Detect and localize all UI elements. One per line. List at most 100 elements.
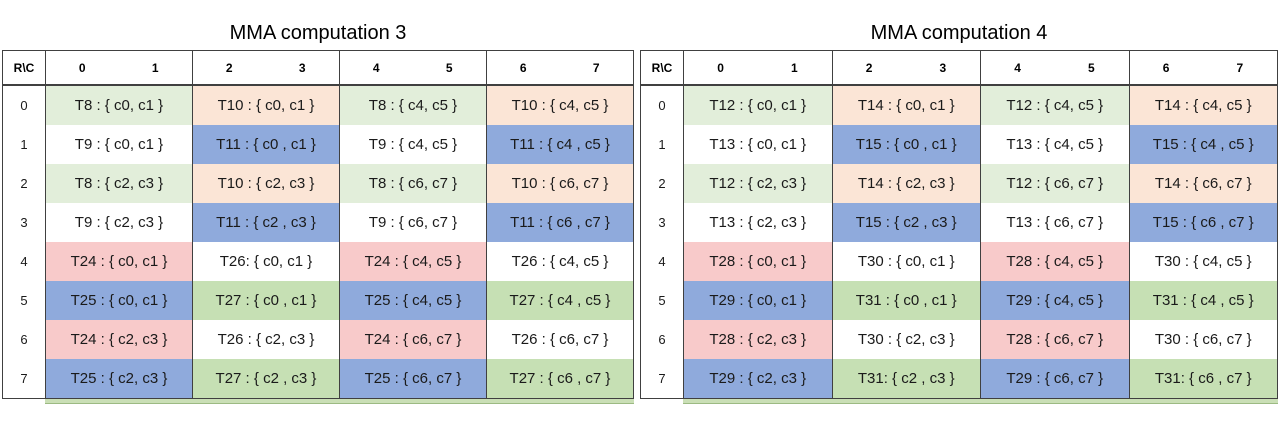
column-header: 1 [791, 60, 798, 75]
table-cell: T10 : { c4, c5 } [486, 86, 633, 125]
table-cell: T31 : { c4 , c5 } [1128, 281, 1277, 320]
table-cell: T30 : { c4, c5 } [1128, 242, 1277, 281]
row-label: 7 [3, 359, 45, 398]
table-row: 4 T28 : { c0, c1 } T30 : { c0, c1 } T28 : {… [641, 242, 1277, 281]
table-cell: T15 : { c0 , c1 } [831, 125, 980, 164]
table-cell: T28 : { c6, c7 } [980, 320, 1129, 359]
row-label: 0 [641, 86, 683, 125]
table-cell: T28 : { c4, c5 } [980, 242, 1129, 281]
column-header: 6 [1128, 51, 1203, 84]
column-header: 0 [45, 51, 119, 84]
table-cell: T9 : { c2, c3 } [45, 203, 192, 242]
row-label: 3 [3, 203, 45, 242]
row-label: 6 [3, 320, 45, 359]
table-cell: T27 : { c4 , c5 } [486, 281, 633, 320]
table-row: 5 T29 : { c0, c1 } T31 : { c0 , c1 } T29 : … [641, 281, 1277, 320]
column-header: 2 [831, 51, 906, 84]
column-header: 4 [980, 51, 1054, 84]
table-cell: T26 : { c4, c5 } [486, 242, 633, 281]
column-header: 2 [192, 51, 266, 84]
table-title: MMA computation 3 [229, 22, 407, 44]
table-grid: R\C 0 1 2 3 4 5 6 7 0 T8 : { c0, c1 } T10 : { c0, c… [2, 50, 634, 399]
table-grid: R\C 0 1 2 3 4 5 6 7 0 T12 : { c0, c1 } T14 : { c0, … [640, 50, 1278, 399]
table-cell: T9 : { c6, c7 } [339, 203, 486, 242]
table-cell: T14 : { c4, c5 } [1128, 86, 1277, 125]
table-cell: T12 : { c4, c5 } [980, 86, 1129, 125]
table-row: 2 T12 : { c2, c3 } T14 : { c2, c3 } T12 : {… [641, 164, 1277, 203]
table-row: 6 T24 : { c2, c3 } T26 : { c2, c3 } T24 : {… [3, 320, 633, 359]
table-cell: T10 : { c0, c1 } [192, 86, 339, 125]
table-cell: T31: { c2 , c3 } [831, 359, 980, 398]
row-label: 2 [3, 164, 45, 203]
column-header: 7 [592, 60, 600, 75]
table-cell: T11 : { c0 , c1 } [192, 125, 339, 164]
column-header: 5 [445, 60, 453, 75]
column-header: 0 [683, 51, 757, 84]
mma-computation-4-table: MMA computation 4 R\C 0 1 2 3 4 5 6 7 0 T12 : { c0… [640, 16, 1278, 404]
table-row: 0 T8 : { c0, c1 } T10 : { c0, c1 } T8 : { c… [3, 86, 633, 125]
table-row: 6 T28 : { c2, c3 } T30 : { c2, c3 } T28 : {… [641, 320, 1277, 359]
table-row: 4 T24 : { c0, c1 } T26: { c0, c1 } T24 : { … [3, 242, 633, 281]
table-cell: T26 : { c6, c7 } [486, 320, 633, 359]
table-cell: T30 : { c0, c1 } [831, 242, 980, 281]
table-cell: T31 : { c0 , c1 } [831, 281, 980, 320]
table-row: 0 T12 : { c0, c1 } T14 : { c0, c1 } T12 : {… [641, 86, 1277, 125]
table-cell: T25 : { c2, c3 } [45, 359, 192, 398]
column-header: 6 [486, 51, 560, 84]
table-row: 3 T13 : { c2, c3 } T15 : { c2 , c3 } T13 : … [641, 203, 1277, 242]
table-row: 2 T8 : { c2, c3 } T10 : { c2, c3 } T8 : { c… [3, 164, 633, 203]
table-cell: T12 : { c0, c1 } [683, 86, 832, 125]
table-cell: T25 : { c0, c1 } [45, 281, 192, 320]
column-header: 3 [298, 60, 306, 75]
row-label: 1 [641, 125, 683, 164]
table-cell: T25 : { c6, c7 } [339, 359, 486, 398]
row-label: 3 [641, 203, 683, 242]
table-cell: T13 : { c2, c3 } [683, 203, 832, 242]
table-cell: T15 : { c4 , c5 } [1128, 125, 1277, 164]
header-row: R\C 0 1 2 3 4 5 6 7 [641, 51, 1277, 86]
table-cell: T8 : { c2, c3 } [45, 164, 192, 203]
table-cell: T27 : { c0 , c1 } [192, 281, 339, 320]
row-label: 0 [3, 86, 45, 125]
row-label: 2 [641, 164, 683, 203]
table-cell: T8 : { c4, c5 } [339, 86, 486, 125]
table-row: 7 T29 : { c2, c3 } T31: { c2 , c3 } T29 : {… [641, 359, 1277, 398]
table-cell: T28 : { c2, c3 } [683, 320, 832, 359]
table-cell: T24 : { c2, c3 } [45, 320, 192, 359]
row-label: 6 [641, 320, 683, 359]
table-cell: T26: { c0, c1 } [192, 242, 339, 281]
column-header: 3 [939, 60, 947, 75]
table-cell: T31: { c6 , c7 } [1128, 359, 1277, 398]
table-cell: T29 : { c0, c1 } [683, 281, 832, 320]
column-header: 1 [151, 60, 159, 75]
table-cell: T15 : { c6 , c7 } [1128, 203, 1277, 242]
table-cell: T26 : { c2, c3 } [192, 320, 339, 359]
mma-computation-3-table: MMA computation 3 R\C 0 1 2 3 4 5 6 7 0 T8 : { c0,… [2, 16, 634, 404]
table-cell: T24 : { c6, c7 } [339, 320, 486, 359]
table-row: 1 T9 : { c0, c1 } T11 : { c0 , c1 } T9 : { … [3, 125, 633, 164]
header-row: R\C 0 1 2 3 4 5 6 7 [3, 51, 633, 86]
table-cell: T8 : { c0, c1 } [45, 86, 192, 125]
table-cell: T11 : { c4 , c5 } [486, 125, 633, 164]
table-cell: T28 : { c0, c1 } [683, 242, 832, 281]
table-cell: T25 : { c4, c5 } [339, 281, 486, 320]
table-cell: T13 : { c6, c7 } [980, 203, 1129, 242]
row-label: 5 [3, 281, 45, 320]
row-label: 1 [3, 125, 45, 164]
table-cell: T27 : { c6 , c7 } [486, 359, 633, 398]
table-title: MMA computation 4 [870, 22, 1048, 44]
row-label: 5 [641, 281, 683, 320]
table-cell: T24 : { c4, c5 } [339, 242, 486, 281]
column-header: 4 [339, 51, 413, 84]
table-cell: T9 : { c4, c5 } [339, 125, 486, 164]
table-cell: T12 : { c2, c3 } [683, 164, 832, 203]
table-bottom-strip [45, 399, 634, 404]
column-header: 7 [1236, 60, 1244, 75]
table-cell: T29 : { c4, c5 } [980, 281, 1129, 320]
table-cell: T13 : { c0, c1 } [683, 125, 832, 164]
table-cell: T29 : { c2, c3 } [683, 359, 832, 398]
table-cell: T10 : { c2, c3 } [192, 164, 339, 203]
table-cell: T14 : { c2, c3 } [831, 164, 980, 203]
table-cell: T14 : { c0, c1 } [831, 86, 980, 125]
table-row: 1 T13 : { c0, c1 } T15 : { c0 , c1 } T13 : … [641, 125, 1277, 164]
